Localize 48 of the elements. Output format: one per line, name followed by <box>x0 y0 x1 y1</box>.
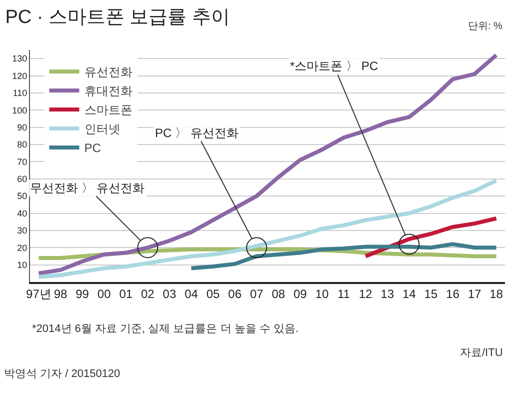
annotation: PC 〉 유선전화 <box>155 126 238 140</box>
x-tick-label: 15 <box>424 287 438 302</box>
legend-label: 스마트폰 <box>84 103 132 118</box>
x-tick-label: 11 <box>338 287 350 302</box>
y-tick-label: 120 <box>12 70 28 81</box>
x-tick-label: 99 <box>76 287 90 302</box>
y-tick-label: 80 <box>17 140 28 150</box>
x-tick-label: 01 <box>119 287 133 302</box>
x-tick-label: 14 <box>402 287 416 302</box>
y-tick-label: 100 <box>12 105 28 116</box>
x-tick-label: 02 <box>140 287 155 302</box>
y-tick-label: 70 <box>17 156 28 167</box>
y-tick-label: 20 <box>17 242 28 253</box>
x-tick-label: 16 <box>446 287 460 302</box>
y-tick-label: 50 <box>17 191 28 202</box>
legend-label: 인터넷 <box>84 122 120 136</box>
text: 박영석 기자 / 20150120 <box>4 368 120 380</box>
x-tick-label: 04 <box>184 287 198 302</box>
x-tick-label: 13 <box>380 287 394 302</box>
y-tick-label: 110 <box>12 88 28 98</box>
y-tick-label: 40 <box>17 208 28 218</box>
x-tick-label: 10 <box>315 287 329 302</box>
legend-label: PC <box>84 141 102 156</box>
x-tick-label: 05 <box>206 287 220 302</box>
legend-label: 휴대전화 <box>84 84 132 98</box>
y-tick-label: 10 <box>17 260 28 270</box>
y-tick-label: 60 <box>17 174 28 184</box>
y-tick-label: 130 <box>12 54 28 64</box>
x-tick-label: 18 <box>490 287 504 302</box>
x-tick-label: 07 <box>250 287 264 302</box>
x-tick-label: 97년 <box>26 287 52 302</box>
x-tick-label: 17 <box>468 287 482 302</box>
y-tick-label: 90 <box>17 122 28 132</box>
text: *2014년 6월 자료 기준, 실제 보급률은 더 높을 수 있음. <box>32 323 298 335</box>
x-tick-label: 03 <box>162 287 176 302</box>
text: 자료/ITU <box>460 347 503 359</box>
x-tick-label: 09 <box>294 287 308 302</box>
legend-label: 유선전화 <box>84 65 132 80</box>
y-tick-label: 30 <box>17 226 28 236</box>
x-tick-label: 00 <box>97 287 112 302</box>
annotation: 무선전화 〉 유선전화 <box>30 181 145 195</box>
x-tick-label: 06 <box>228 287 242 302</box>
annotation: *스마트폰 〉 PC <box>290 59 378 73</box>
chart-title: PC · 스마트폰 보급률 추이 <box>5 7 230 28</box>
x-tick-label: 98 <box>54 287 68 302</box>
x-tick-label: 08 <box>272 287 286 302</box>
text: 단위: % <box>468 21 503 32</box>
x-tick-label: 12 <box>358 287 373 302</box>
